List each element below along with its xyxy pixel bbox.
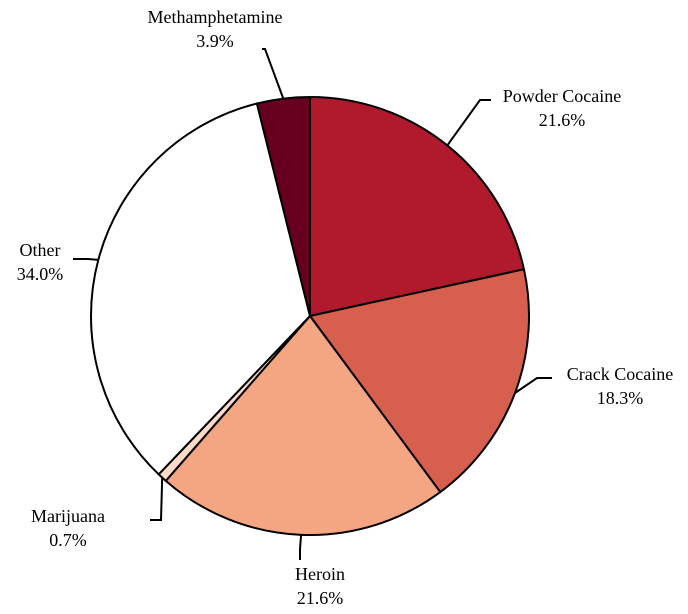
pie-slice-heroin	[164, 315, 442, 536]
slice-label-crack-cocaine: Crack Cocaine	[567, 364, 673, 384]
slice-label-powder-cocaine: Powder Cocaine	[503, 86, 621, 106]
slice-value-marijuana: 0.7%	[49, 530, 87, 550]
pie-slice-other	[90, 102, 311, 476]
pie-slice-crack-cocaine	[309, 268, 531, 494]
slice-value-crack-cocaine: 18.3%	[597, 388, 644, 408]
slice-label-heroin: Heroin	[295, 564, 345, 584]
pie-slice-powder-cocaine	[309, 96, 525, 317]
pie-slice-methamphetamine	[255, 96, 311, 317]
slice-labels: Powder Cocaine 21.6% Crack Cocaine 18.3% Her…	[17, 7, 673, 608]
slice-value-powder-cocaine: 21.6%	[539, 110, 586, 130]
leader-line-marijuana	[150, 477, 164, 521]
leader-lines	[73, 48, 552, 560]
leader-line-methamphetamine	[262, 48, 285, 99]
slice-label-methamphetamine: Methamphetamine	[148, 7, 283, 27]
slice-label-marijuana: Marijuana	[31, 506, 105, 526]
leader-line-crack-cocaine	[514, 377, 552, 394]
leader-line-powder-cocaine	[446, 99, 491, 146]
slice-value-methamphetamine: 3.9%	[196, 31, 234, 51]
slice-value-other: 34.0%	[17, 264, 64, 284]
leader-line-other	[73, 258, 99, 261]
leader-line-heroin	[299, 534, 303, 560]
slice-value-heroin: 21.6%	[297, 588, 344, 608]
slice-label-other: Other	[20, 240, 61, 260]
pie-slices	[90, 96, 531, 536]
